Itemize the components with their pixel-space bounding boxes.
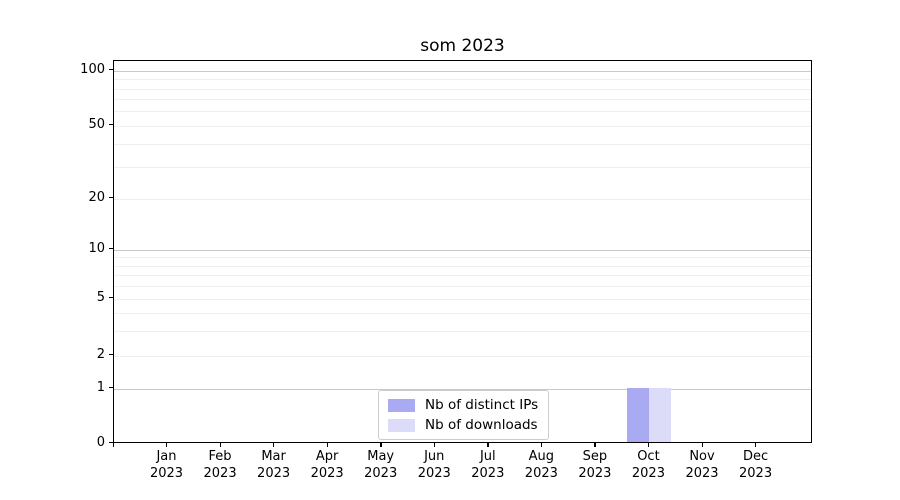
y-tick-mark (109, 197, 113, 199)
y-tick-mark (109, 354, 113, 356)
x-tick-label: Jun 2023 (402, 449, 466, 483)
x-tick-mark (326, 443, 329, 447)
x-tick-month: Mar (261, 449, 286, 464)
x-tick-mark (647, 443, 650, 447)
y-tick-mark (109, 297, 113, 299)
major-gridline (114, 389, 811, 390)
minor-gridline (114, 199, 811, 200)
legend-swatch (388, 418, 415, 432)
x-tick-mark (755, 443, 757, 447)
x-tick-mark (219, 443, 221, 447)
x-tick-mark (166, 443, 168, 447)
y-tick-mark (109, 248, 113, 250)
y-tick-label: 5 (96, 290, 105, 305)
x-tick-year: 2023 (524, 465, 558, 481)
x-tick-year: 2023 (578, 465, 612, 481)
x-tick-label: Mar 2023 (242, 449, 306, 483)
x-tick-year: 2023 (685, 465, 719, 481)
x-tick-month: Dec (742, 449, 769, 464)
minor-gridline (114, 126, 811, 127)
x-tick-month: Feb (208, 449, 232, 464)
x-tick-month: Nov (689, 449, 715, 464)
minor-gridline (114, 89, 811, 90)
x-tick-year: 2023 (739, 465, 773, 481)
x-tick-month: Aug (528, 449, 555, 464)
minor-gridline (114, 286, 811, 287)
x-tick-label: May 2023 (349, 449, 413, 483)
y-tick-label: 10 (88, 241, 105, 256)
plot-area: Nb of distinct IPs Nb of downloads (113, 60, 812, 443)
x-tick-month: Sep (582, 449, 608, 464)
x-tick-month: May (367, 449, 395, 464)
x-tick-month: Apr (315, 449, 339, 464)
minor-gridline (114, 167, 811, 168)
minor-gridline (114, 356, 811, 357)
bar (649, 388, 672, 442)
x-tick-year: 2023 (631, 465, 665, 481)
legend-item: Nb of downloads (388, 417, 538, 433)
x-tick-mark (380, 443, 382, 447)
chart-title: som 2023 (420, 36, 505, 56)
x-tick-mark (273, 443, 275, 447)
legend: Nb of distinct IPs Nb of downloads (378, 390, 550, 440)
x-tick-mark (540, 443, 543, 447)
y-tick-label: 50 (88, 117, 105, 132)
x-tick-mark (594, 443, 596, 447)
minor-gridline (114, 99, 811, 100)
y-tick-mark (109, 387, 113, 389)
major-gridline (114, 250, 811, 251)
x-tick-label: Jul 2023 (456, 449, 520, 483)
legend-label: Nb of downloads (425, 417, 538, 433)
x-tick-mark (113, 443, 115, 447)
legend-item: Nb of distinct IPs (388, 397, 538, 413)
minor-gridline (114, 111, 811, 112)
legend-swatch (388, 398, 415, 412)
x-tick-label: Feb 2023 (188, 449, 252, 483)
y-tick-mark (109, 442, 113, 444)
bar (627, 388, 650, 442)
x-tick-month: Jun (424, 449, 445, 464)
y-tick-mark (109, 69, 113, 71)
x-tick-month: Jan (156, 449, 177, 464)
minor-gridline (114, 266, 811, 267)
legend-label: Nb of distinct IPs (425, 397, 539, 413)
x-tick-month: Oct (637, 449, 660, 464)
x-tick-year: 2023 (257, 465, 291, 481)
x-tick-label: Sep 2023 (563, 449, 627, 483)
minor-gridline (114, 331, 811, 332)
x-tick-year: 2023 (149, 465, 184, 481)
minor-gridline (114, 79, 811, 80)
minor-gridline (114, 299, 811, 300)
x-tick-label: Aug 2023 (509, 449, 573, 483)
x-tick-mark (487, 443, 489, 447)
x-tick-label: Nov 2023 (670, 449, 734, 483)
x-tick-mark (701, 443, 703, 447)
x-tick-mark (433, 443, 436, 447)
x-tick-label: Jan 2023 (135, 449, 199, 483)
minor-gridline (114, 257, 811, 258)
x-tick-year: 2023 (471, 465, 505, 481)
y-tick-mark (109, 124, 113, 126)
minor-gridline (114, 144, 811, 145)
x-tick-year: 2023 (203, 465, 237, 481)
x-tick-year: 2023 (364, 465, 398, 481)
x-tick-label: Oct 2023 (616, 449, 680, 483)
x-tick-year: 2023 (310, 465, 344, 481)
y-tick-label: 1 (96, 380, 105, 395)
y-tick-label: 100 (80, 62, 105, 77)
x-tick-year: 2023 (417, 465, 451, 481)
y-tick-label: 2 (96, 347, 105, 362)
minor-gridline (114, 275, 811, 276)
y-tick-label: 0 (96, 435, 105, 450)
x-tick-label: Apr 2023 (295, 449, 359, 483)
x-tick-label: Dec 2023 (724, 449, 788, 483)
x-tick-month: Jul (479, 449, 496, 464)
minor-gridline (114, 313, 811, 314)
major-gridline (114, 71, 811, 72)
y-tick-label: 20 (88, 190, 105, 205)
